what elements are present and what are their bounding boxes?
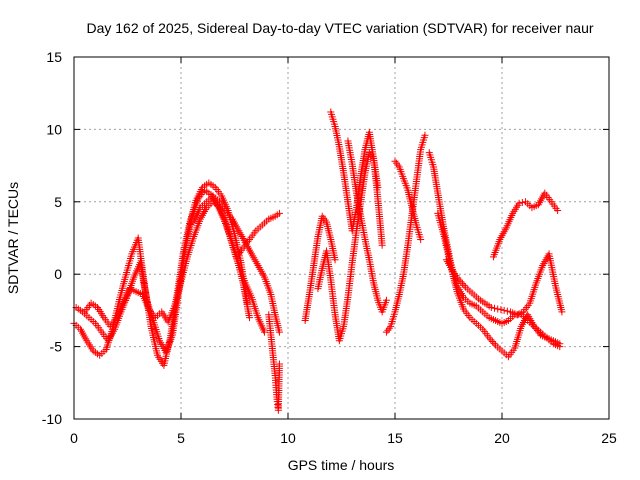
y-tick-label: 15 — [46, 49, 62, 65]
chart-title: Day 162 of 2025, Sidereal Day-to-day VTE… — [86, 20, 593, 36]
series-track-e — [233, 209, 283, 261]
y-tick-label: 5 — [54, 194, 62, 210]
y-tick-labels: -10 -5 0 5 10 15 — [42, 49, 62, 427]
series-track-d — [190, 192, 283, 336]
data-point — [554, 206, 562, 214]
data-point — [500, 306, 508, 314]
plot-frame — [73, 56, 610, 420]
data-point — [485, 334, 493, 342]
data-point — [494, 305, 502, 313]
data-point — [556, 340, 564, 348]
series-track-n — [434, 209, 564, 361]
y-tick-label: 0 — [54, 266, 62, 282]
series-track-g — [301, 212, 339, 325]
data-point-interp — [458, 280, 466, 288]
y-tick-label: -5 — [50, 339, 63, 355]
series-track-f — [265, 311, 283, 414]
x-tick-label: 5 — [177, 430, 185, 446]
data-point-interp — [491, 304, 499, 312]
series-track-o — [442, 250, 566, 319]
x-tick-label: 20 — [494, 430, 510, 446]
data-point — [487, 304, 495, 312]
axis-ticks — [73, 56, 610, 420]
y-tick-label: 10 — [46, 121, 62, 137]
data-point-interp — [518, 199, 526, 207]
data-point-interp — [487, 336, 495, 344]
data-point-interp — [503, 307, 511, 315]
data-point-interp — [457, 278, 465, 286]
data-point — [331, 256, 339, 264]
data-point — [275, 360, 283, 368]
gridlines — [74, 57, 609, 419]
y-axis-title: SDTVAR / TECUs — [5, 182, 21, 294]
y-tick-label: -10 — [42, 411, 62, 427]
data-point — [382, 296, 390, 304]
x-tick-label: 15 — [387, 430, 403, 446]
data-point — [378, 241, 386, 249]
series-track-j — [344, 137, 390, 316]
data-point — [515, 199, 523, 207]
x-tick-label: 25 — [601, 430, 617, 446]
plot-border — [73, 56, 610, 420]
series-track-l — [391, 157, 425, 243]
data-point — [558, 308, 566, 316]
data-point — [421, 131, 429, 139]
series-track-p — [489, 189, 562, 261]
x-axis-title: GPS time / hours — [288, 457, 395, 473]
data-point — [417, 235, 425, 243]
data-point — [455, 276, 463, 284]
data-point — [260, 328, 268, 336]
data-points — [70, 108, 566, 414]
data-point-interp — [460, 281, 468, 289]
x-tick-label: 10 — [280, 430, 296, 446]
data-point — [245, 314, 253, 322]
x-tick-label: 0 — [70, 430, 78, 446]
data-point-interp — [488, 338, 496, 346]
data-point-interp — [490, 339, 498, 347]
data-point-interp — [497, 306, 505, 314]
series-track-h — [314, 149, 382, 345]
series-track-k — [382, 131, 429, 336]
data-point — [275, 328, 283, 336]
data-point — [275, 209, 283, 217]
x-tick-labels: 0 5 10 15 20 25 — [70, 430, 617, 446]
